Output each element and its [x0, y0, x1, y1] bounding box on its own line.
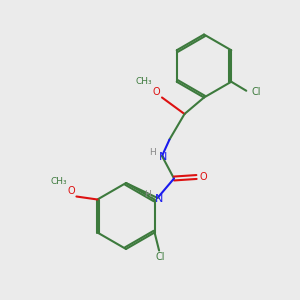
Text: N: N: [159, 152, 168, 163]
Text: O: O: [67, 186, 75, 196]
Text: O: O: [199, 172, 207, 182]
Text: CH₃: CH₃: [135, 77, 152, 86]
Text: O: O: [153, 87, 160, 97]
Text: H: H: [149, 148, 156, 157]
Text: Cl: Cl: [156, 252, 165, 262]
Text: N: N: [155, 194, 163, 205]
Text: Cl: Cl: [251, 87, 261, 97]
Text: CH₃: CH₃: [50, 177, 67, 186]
Text: H: H: [145, 190, 151, 199]
